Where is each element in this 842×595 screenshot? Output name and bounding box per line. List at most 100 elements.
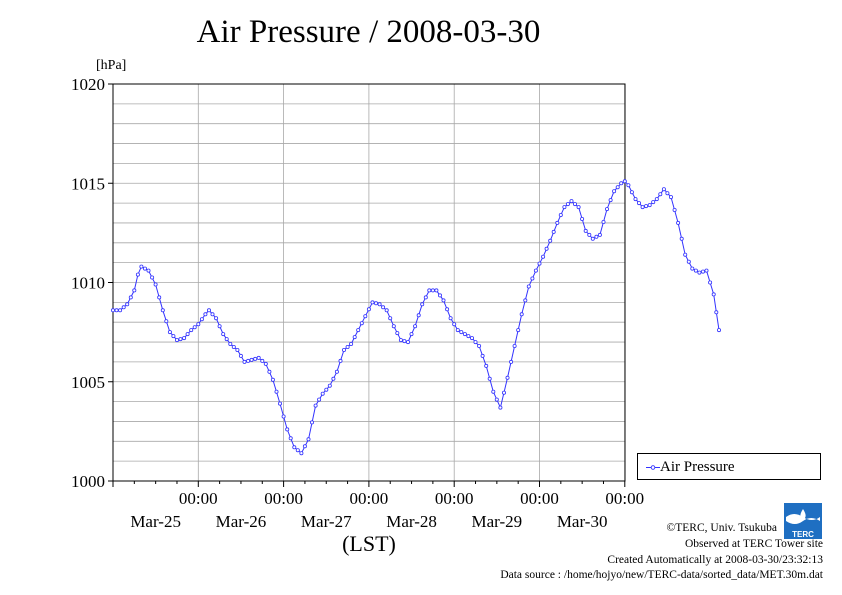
series-marker [384,308,389,313]
series-marker [484,363,489,368]
series-marker [683,252,688,257]
series-marker [260,358,265,363]
series-marker [491,389,496,394]
series-marker [533,268,538,273]
series-marker [150,275,155,280]
series-marker [697,270,702,275]
series-marker [605,207,610,212]
series-marker [601,219,606,224]
series-marker [409,332,414,337]
series-marker [544,246,549,251]
series-marker [281,414,286,419]
series-marker [185,332,190,337]
series-marker [270,377,275,382]
series-marker [405,340,410,345]
series-marker [548,238,553,243]
series-marker [221,332,226,337]
series-marker [505,375,510,380]
series-marker [558,212,563,217]
series-marker [445,307,450,312]
series-marker [338,358,343,363]
series-marker [466,334,471,339]
series-marker [228,341,233,346]
series-marker [555,220,560,225]
series-marker [334,369,339,374]
x-axis-label: (LST) [342,531,396,556]
series-marker [388,316,393,321]
series-marker [292,445,297,450]
y-tick-label: 1010 [71,274,105,293]
series-marker [402,339,407,344]
series-marker [249,357,254,362]
series-marker [661,187,666,192]
x-tick-date: Mar-26 [216,512,267,531]
series-marker [430,288,435,293]
x-tick-time: 00:00 [520,489,559,508]
copyright-text: ©TERC, Univ. Tsukuba [666,522,777,534]
series-marker [679,236,684,241]
series-marker [242,359,247,364]
series-marker [224,337,229,342]
series-marker [363,314,368,319]
series-marker [459,330,464,335]
series-marker [231,344,236,349]
credits: ©TERC, Univ. Tsukuba Observed at TERC To… [500,521,823,584]
series-marker [238,353,243,358]
series-marker [551,229,556,234]
series-marker [469,336,474,341]
series-marker [295,448,300,453]
series-marker [349,341,354,346]
x-tick-date: Mar-25 [130,512,181,531]
series-marker [203,312,208,317]
series-marker [370,300,375,305]
series-air-pressure [111,179,722,456]
series-marker [196,322,201,327]
series-marker [519,312,524,317]
series-marker [498,405,503,410]
series-marker [494,397,499,402]
series-marker [441,298,446,303]
series-marker [217,324,222,329]
series-marker [690,266,695,271]
series-marker [622,179,627,184]
series-marker [210,312,215,317]
series-marker [320,391,325,396]
series-marker [665,191,670,196]
series-marker [192,325,197,330]
x-tick-time: 00:00 [179,489,218,508]
source-text: Data source : /home/hojyo/new/TERC-data/… [500,569,823,582]
series-marker [434,288,439,293]
series-marker [562,205,567,210]
series-marker [182,336,187,341]
series-marker [704,268,709,273]
series-marker [427,288,432,293]
series-marker [686,259,691,264]
series-marker [701,269,706,274]
series-marker [693,268,698,273]
series-marker [356,328,361,333]
series-marker [437,293,442,298]
series-marker [132,288,137,293]
series-marker [669,195,674,200]
x-tick-labels: 00:00 Mar-25 00:00 Mar-26 00:00 Mar-27 00:00 Ma… [130,489,644,531]
series-marker [477,343,482,348]
series-marker [711,292,716,297]
series-marker [587,232,592,237]
series-marker [462,332,467,337]
series-marker [487,376,492,381]
series-marker [633,197,638,202]
series-marker [267,369,272,374]
series-marker [640,205,645,210]
series-marker [530,276,535,281]
series-marker [274,389,279,394]
series-marker [317,397,322,402]
series-marker [608,198,613,203]
series-marker [647,203,652,208]
legend: Air Pressure [637,453,821,480]
series-marker [189,328,194,333]
series-marker [167,330,172,335]
series-marker [658,192,663,197]
series-marker [416,313,421,318]
series-marker [277,401,282,406]
